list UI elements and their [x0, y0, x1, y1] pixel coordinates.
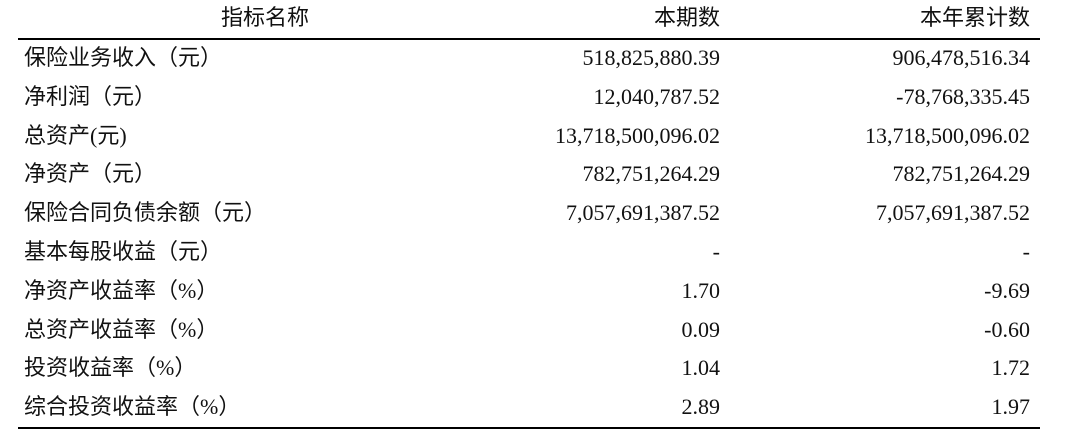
row-label: 总资产收益率（%）: [24, 316, 219, 342]
row-label: 综合投资收益率（%）: [24, 394, 241, 420]
value-cell: 7,057,691,387.52: [876, 200, 1030, 226]
value-cell: 0.09: [681, 316, 721, 342]
row-label: 总资产(元): [24, 122, 127, 148]
row-label: 保险合同负债余额（元）: [24, 200, 267, 226]
value-cell: -: [712, 239, 720, 264]
value-cell: 1.04: [681, 355, 721, 381]
row-label: 净资产（元）: [24, 161, 157, 187]
value-cell: 1.70: [681, 277, 721, 303]
row-label: 基本每股收益（元）: [24, 239, 223, 264]
value-cell: -0.60: [984, 316, 1030, 342]
value-cell: -9.69: [984, 277, 1030, 303]
header-rule: [18, 38, 1040, 40]
value-cell: -78,768,335.45: [896, 83, 1030, 109]
value-cell: 782,751,264.29: [582, 161, 721, 187]
bottom-rule: [18, 427, 1040, 429]
row-label: 投资收益率（%）: [24, 355, 197, 381]
value-cell: 13,718,500,096.02: [555, 122, 720, 148]
value-cell: 2.89: [681, 394, 721, 420]
value-cell: 518,825,880.39: [582, 45, 721, 70]
value-cell: 1.72: [991, 355, 1031, 381]
row-label: 保险业务收入（元）: [24, 45, 223, 70]
value-cell: 1.97: [991, 394, 1031, 420]
header-cell: 本年累计数: [919, 5, 1030, 30]
value-cell: 12,040,787.52: [593, 83, 721, 109]
header-cell: 本期数: [653, 5, 720, 30]
value-cell: 13,718,500,096.02: [865, 122, 1030, 148]
row-label: 净资产收益率（%）: [24, 277, 219, 303]
value-cell: 782,751,264.29: [892, 161, 1031, 187]
value-cell: -: [1022, 239, 1030, 264]
header-cell: 指标名称: [220, 5, 309, 30]
value-cell: 906,478,516.34: [892, 45, 1031, 70]
row-label: 净利润（元）: [24, 83, 157, 109]
value-cell: 7,057,691,387.52: [566, 200, 720, 226]
